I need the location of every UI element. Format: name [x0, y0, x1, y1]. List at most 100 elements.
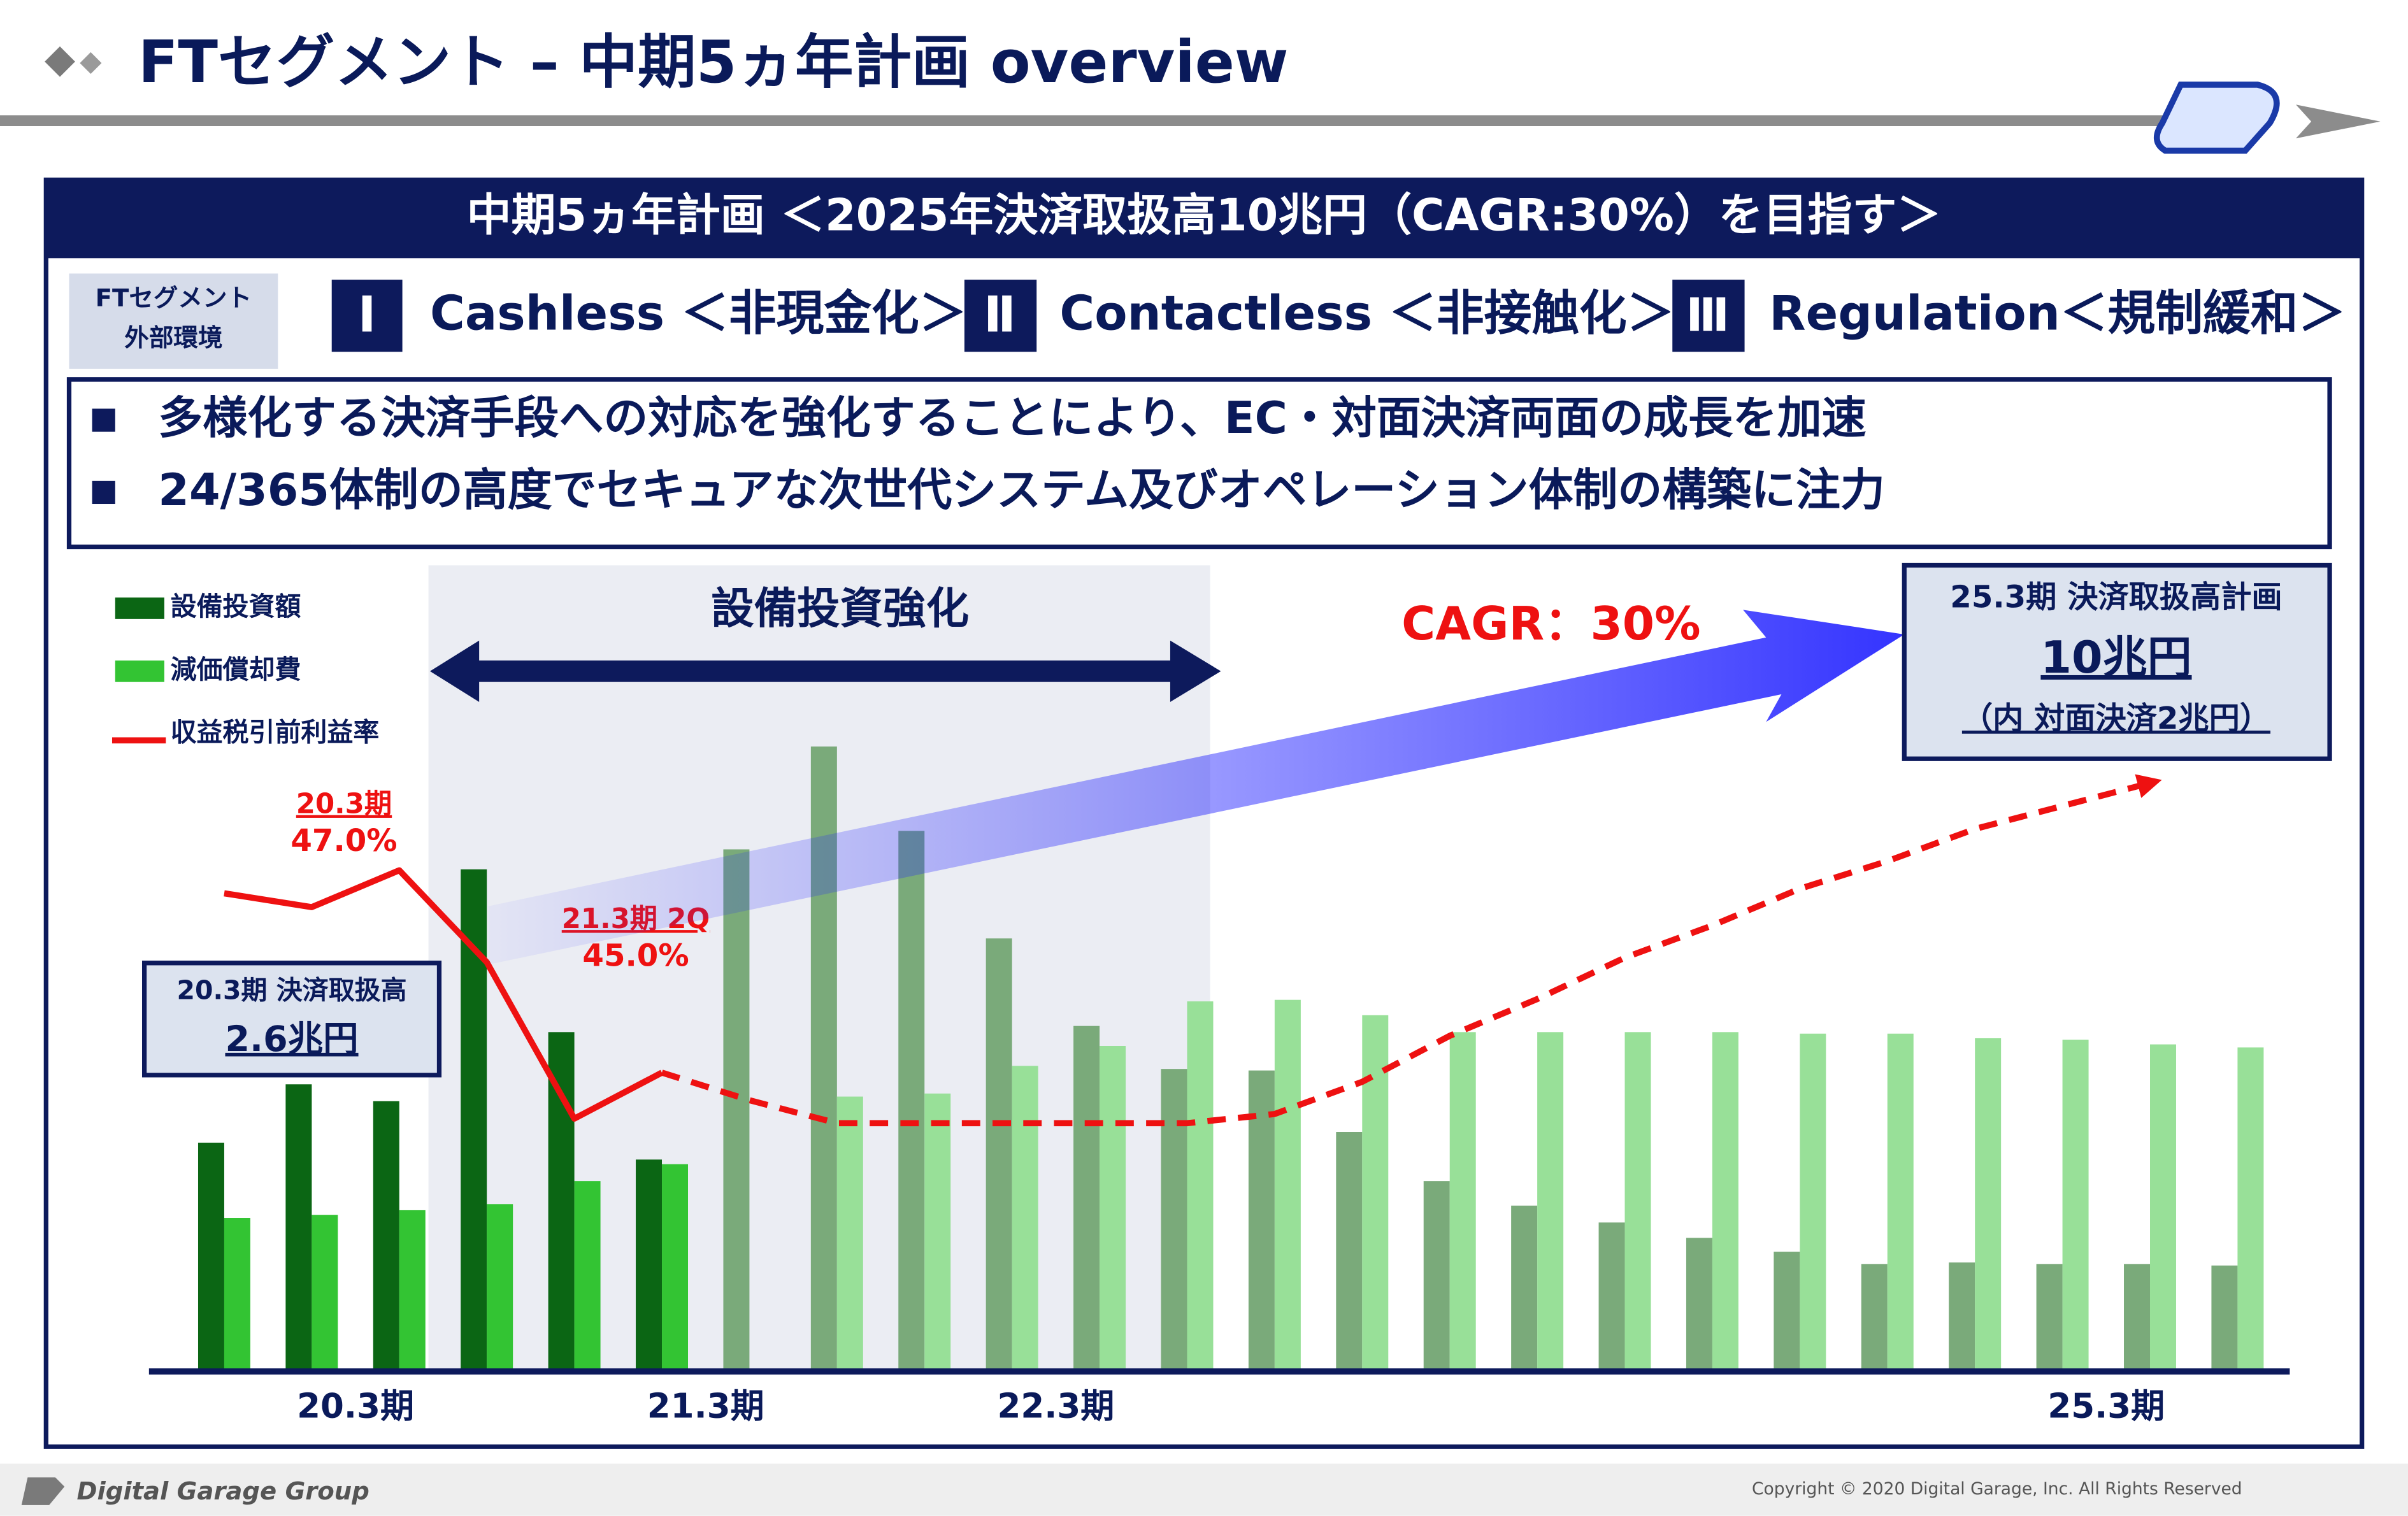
- bar: [1861, 1264, 1888, 1372]
- x-tick-label: 21.3期: [647, 1387, 764, 1426]
- bar: [1624, 1032, 1651, 1372]
- footer-logo: [21, 1477, 65, 1505]
- cagr-label: CAGR：30%: [1401, 597, 1700, 651]
- bar: [1949, 1262, 1975, 1372]
- copyright: Copyright © 2020 Digital Garage, Inc. Al…: [1752, 1479, 2242, 1499]
- bar: [1100, 1046, 1126, 1372]
- bar: [373, 1101, 399, 1372]
- bullet: 多様化する決済手段への対応を強化することにより、EC・対面決済両面の成長を加速: [158, 392, 1866, 444]
- banner: 中期5ヵ年計画 ＜2025年決済取扱高10兆円（CAGR:30%）を目指す＞: [467, 190, 1942, 241]
- bar: [197, 1142, 224, 1372]
- environment-label: FTセグメント: [96, 284, 252, 313]
- bar: [2062, 1040, 2089, 1372]
- bar: [1686, 1238, 1712, 1372]
- shaded-label: 設備投資強化: [711, 583, 969, 633]
- callout-text: 2.6兆円: [225, 1019, 358, 1060]
- bar: [898, 831, 925, 1372]
- bar: [1887, 1033, 1914, 1372]
- data-label: 47.0%: [290, 823, 397, 859]
- bar: [1336, 1132, 1363, 1372]
- bar: [1362, 1015, 1389, 1372]
- bar: [2124, 1264, 2150, 1372]
- bar: [1511, 1205, 1538, 1372]
- diamond-icon: [80, 52, 102, 75]
- legend-label: 設備投資額: [171, 591, 301, 622]
- bar: [1598, 1222, 1625, 1372]
- environment-item: Regulation＜規制緩和＞: [1769, 285, 2346, 341]
- bar: [723, 849, 750, 1372]
- bar: [1423, 1181, 1450, 1372]
- bar: [285, 1084, 312, 1372]
- banner-bg: [46, 180, 2362, 259]
- environment-label: 外部環境: [124, 324, 222, 353]
- x-tick-label: 25.3期: [2047, 1387, 2165, 1426]
- bar: [1537, 1032, 1564, 1372]
- environment-item: Contactless ＜非接触化＞: [1059, 285, 1674, 341]
- double-arrow: [430, 640, 1221, 703]
- frame: [43, 177, 2365, 1449]
- x-tick-label: 22.3期: [997, 1387, 1114, 1426]
- bullet-box: [66, 377, 2332, 550]
- bar: [2036, 1264, 2063, 1372]
- bar: [836, 1096, 863, 1372]
- legend-swatch: [115, 597, 164, 619]
- callout-text: （内 対面決済2兆円）: [1962, 701, 2270, 736]
- title: FTセグメント – 中期5ヵ年計画 overview: [138, 28, 1289, 96]
- line: [224, 867, 664, 1122]
- diamond-icon: [45, 46, 75, 77]
- bar: [224, 1218, 250, 1372]
- bar: [2237, 1047, 2264, 1372]
- legend-label: 収益税引前利益率: [171, 717, 380, 748]
- numeral: Ⅲ: [1686, 289, 1730, 342]
- header-rule: [0, 115, 2166, 126]
- bar: [574, 1181, 601, 1372]
- footer-bg: [0, 1463, 2408, 1516]
- bullet: 24/365体制の高度でセキュアな次世代システム及びオペレーション体制の構築に注…: [158, 464, 1885, 516]
- bar: [2211, 1265, 2238, 1372]
- bar: [1012, 1066, 1038, 1372]
- header-arrow: [2296, 104, 2381, 139]
- forecast-line: [661, 774, 2162, 1127]
- callout-text: 25.3期 決済取扱高計画: [1950, 579, 2282, 615]
- bullet-marker: [92, 480, 115, 504]
- bar: [1800, 1033, 1826, 1372]
- numeral-box: [1672, 280, 1745, 352]
- bar: [1774, 1252, 1800, 1372]
- bar: [924, 1093, 951, 1372]
- bar: [1975, 1038, 2002, 1372]
- bar: [1187, 1001, 1214, 1372]
- numeral: Ⅰ: [358, 286, 376, 343]
- logo: [2154, 82, 2280, 154]
- footer-company: Digital Garage Group: [77, 1477, 369, 1506]
- current-callout: [141, 961, 442, 1078]
- bar: [985, 938, 1012, 1372]
- bar: [487, 1204, 513, 1372]
- bar: [399, 1210, 426, 1372]
- bullet-marker: [92, 408, 115, 432]
- environment-box: [69, 273, 278, 369]
- numeral-box: [964, 280, 1037, 352]
- bar: [2150, 1044, 2176, 1372]
- data-label: 45.0%: [582, 938, 689, 973]
- bar: [662, 1164, 688, 1372]
- environment-items: Ⅰ Cashless ＜非現金化＞ Ⅱ Contactless ＜非接触化＞ Ⅲ…: [331, 280, 2346, 352]
- header: FTセグメント – 中期5ヵ年計画 overview: [0, 28, 2381, 154]
- bar: [312, 1215, 338, 1372]
- target-callout: [1902, 562, 2332, 761]
- bar: [1712, 1032, 1738, 1372]
- bar: [1161, 1069, 1187, 1372]
- numeral: Ⅱ: [984, 286, 1016, 343]
- environment-item: Cashless ＜非現金化＞: [430, 285, 966, 341]
- bar: [636, 1159, 663, 1372]
- legend-label: 減価償却費: [171, 654, 301, 685]
- numeral-box: [331, 280, 403, 352]
- growth-arrow: [488, 610, 1905, 965]
- bar: [1274, 999, 1301, 1372]
- bar: [1248, 1070, 1275, 1372]
- x-tick-label: 20.3期: [297, 1387, 414, 1426]
- callout-text: 10兆円: [2040, 632, 2191, 683]
- callout-text: 20.3期 決済取扱高: [176, 975, 406, 1006]
